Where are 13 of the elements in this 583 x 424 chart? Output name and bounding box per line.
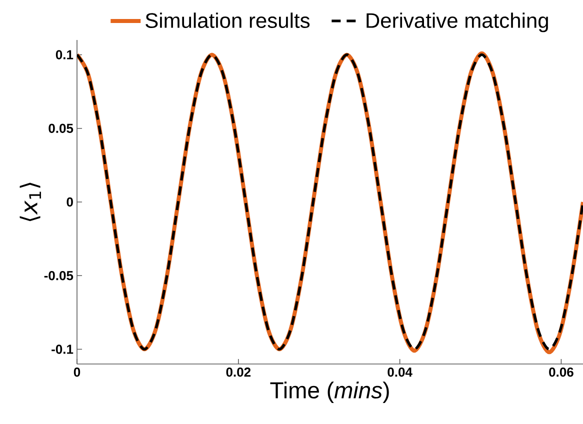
x-tick-label: 0.04 (388, 368, 412, 377)
y-tick-label: 0 (66, 197, 73, 207)
y-tick-label: -0.05 (44, 271, 74, 280)
legend-label: Simulation results (146, 12, 310, 28)
y-tick-label: -0.1 (52, 344, 74, 354)
x-tick-label: 0 (74, 368, 80, 377)
x-tick-label: 0.02 (226, 368, 251, 377)
y-tick-label: 0.05 (48, 124, 74, 133)
x-axis-title: Time (mins) (270, 382, 389, 404)
legend-label: Derivative matching (366, 12, 548, 32)
y-tick-label: 0.1 (56, 50, 74, 60)
y-axis-title: ⟨x$_{1}$⟩ (20, 182, 41, 222)
x-tick-label: 0.06 (549, 368, 574, 377)
